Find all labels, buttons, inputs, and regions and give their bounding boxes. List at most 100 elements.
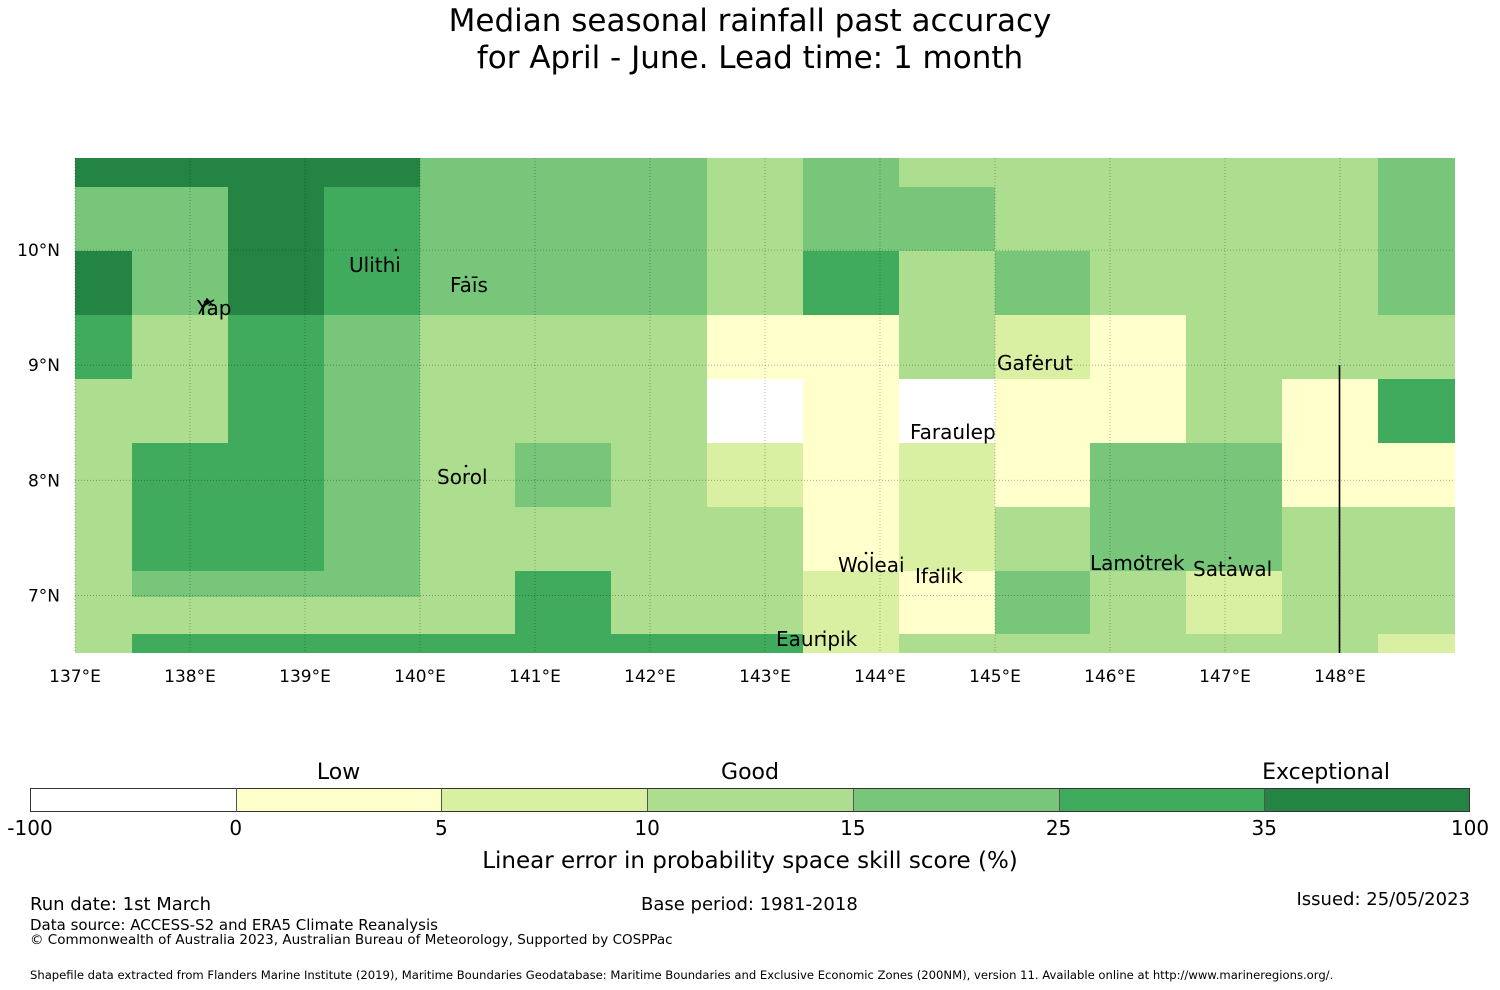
grid-cell <box>1090 571 1186 634</box>
grid-cell <box>420 597 515 634</box>
island-label: Yap <box>196 296 231 320</box>
grid-cell <box>1186 379 1282 443</box>
grid-cell <box>611 571 707 597</box>
island-label: Gaferut <box>997 351 1073 375</box>
grid-cell <box>899 443 995 571</box>
island-label: Woleai <box>838 553 905 577</box>
grid-cell <box>611 379 707 443</box>
grid-cell <box>1090 251 1186 315</box>
grid-cell <box>899 571 995 597</box>
grid-cell <box>1090 379 1186 443</box>
grid-cell <box>420 571 515 597</box>
colorbar-tick-label: 35 <box>1251 816 1278 840</box>
shapefile-credit: Shapefile data extracted from Flanders M… <box>30 968 1334 982</box>
lon-tick-label: 139°E <box>279 667 331 687</box>
grid-cell <box>132 443 324 571</box>
map-title-line1: Median seasonal rainfall past accuracy <box>448 3 1052 39</box>
grid-cell <box>324 315 420 379</box>
lon-tick-label: 138°E <box>164 667 216 687</box>
colorbar-segment <box>647 788 854 812</box>
grid-cell <box>707 571 803 597</box>
grid-cell <box>228 315 324 443</box>
island-marker <box>464 275 468 279</box>
grid-cell <box>420 315 515 379</box>
data-source: Data source: ACCESS-S2 and ERA5 Climate … <box>30 916 438 934</box>
grid-cell <box>420 379 515 443</box>
island-label: Faraulep <box>910 420 996 444</box>
grid-cell <box>324 443 420 507</box>
grid-cell <box>324 158 420 187</box>
island-marker <box>1228 556 1232 560</box>
run-date: Run date: 1st March <box>30 894 212 915</box>
issued-date: Issued: 25/05/2023 <box>1296 889 1470 910</box>
grid-cell <box>228 634 515 653</box>
grid-cell <box>707 379 803 443</box>
grid-cell <box>1282 379 1378 443</box>
grid-cell <box>132 634 228 653</box>
grid-cell <box>324 571 420 597</box>
grid-cell <box>1282 507 1455 634</box>
grid-cell <box>1378 634 1455 653</box>
grid-cell <box>75 379 132 653</box>
grid-cell <box>228 597 324 634</box>
island-marker <box>1035 354 1039 358</box>
grid-cell <box>995 379 1090 443</box>
island-marker <box>464 464 468 468</box>
grid-cell <box>995 571 1090 634</box>
grid-cell <box>515 379 611 443</box>
grid-cell <box>1282 443 1378 507</box>
lon-tick-label: 144°E <box>854 667 906 687</box>
grid-cell <box>1282 187 1378 251</box>
grid-cell <box>1378 158 1455 187</box>
grid-cell <box>995 158 1090 187</box>
lat-tick-label: 10°N <box>17 241 60 261</box>
grid-cell <box>132 597 228 634</box>
colorbar-segment <box>1264 788 1470 812</box>
grid-cell <box>1186 571 1282 634</box>
grid-cell <box>995 315 1090 379</box>
grid-cell <box>324 379 420 443</box>
grid-cell <box>75 158 228 187</box>
grid-cell <box>1090 443 1282 571</box>
lon-tick-label: 141°E <box>509 667 561 687</box>
grid-cell <box>1282 251 1378 315</box>
grid-cell <box>899 379 995 443</box>
grid-cell <box>515 251 611 315</box>
grid-cell <box>995 443 1090 507</box>
colorbar-segment <box>235 788 442 812</box>
grid-cell <box>611 187 707 251</box>
grid-cell <box>899 315 995 379</box>
grid-cell <box>1186 251 1282 315</box>
yap-island-shape <box>198 297 215 315</box>
lon-tick-label: 142°E <box>624 667 676 687</box>
grid-cell <box>1378 187 1455 251</box>
island-marker <box>864 551 868 555</box>
grid-cell <box>1378 251 1455 315</box>
grid-cell <box>803 634 899 653</box>
base-period: Base period: 1981-2018 <box>641 894 858 915</box>
island-label: Faīs <box>450 273 488 297</box>
island-marker <box>870 551 874 555</box>
lon-tick-label: 140°E <box>394 667 446 687</box>
grid-cell <box>611 634 803 653</box>
grid-cell <box>803 315 899 379</box>
colorbar-segment <box>441 788 648 812</box>
grid-cell <box>420 251 515 315</box>
colorbar-tick-label: -100 <box>7 816 53 840</box>
island-label: Lamotrek <box>1090 551 1185 575</box>
grid-cell <box>803 158 899 187</box>
grid-cell <box>515 443 611 507</box>
island-marker <box>955 426 959 430</box>
grid-cell <box>324 597 420 634</box>
island-label: Ifalik <box>915 564 963 588</box>
grid-cell <box>611 315 707 379</box>
grid-cell <box>1378 315 1455 379</box>
lon-tick-label: 147°E <box>1199 667 1251 687</box>
grid-cell <box>707 315 803 379</box>
grid-cell <box>707 187 803 251</box>
island-marker <box>821 634 825 638</box>
island-label: Eauripik <box>776 627 858 651</box>
grid-cell <box>611 158 707 187</box>
island-marker <box>394 248 398 252</box>
rainfall-accuracy-map: 137°E 138°E 139°E 140°E 141°E 142°E 143°E 144°E… <box>17 158 1455 687</box>
